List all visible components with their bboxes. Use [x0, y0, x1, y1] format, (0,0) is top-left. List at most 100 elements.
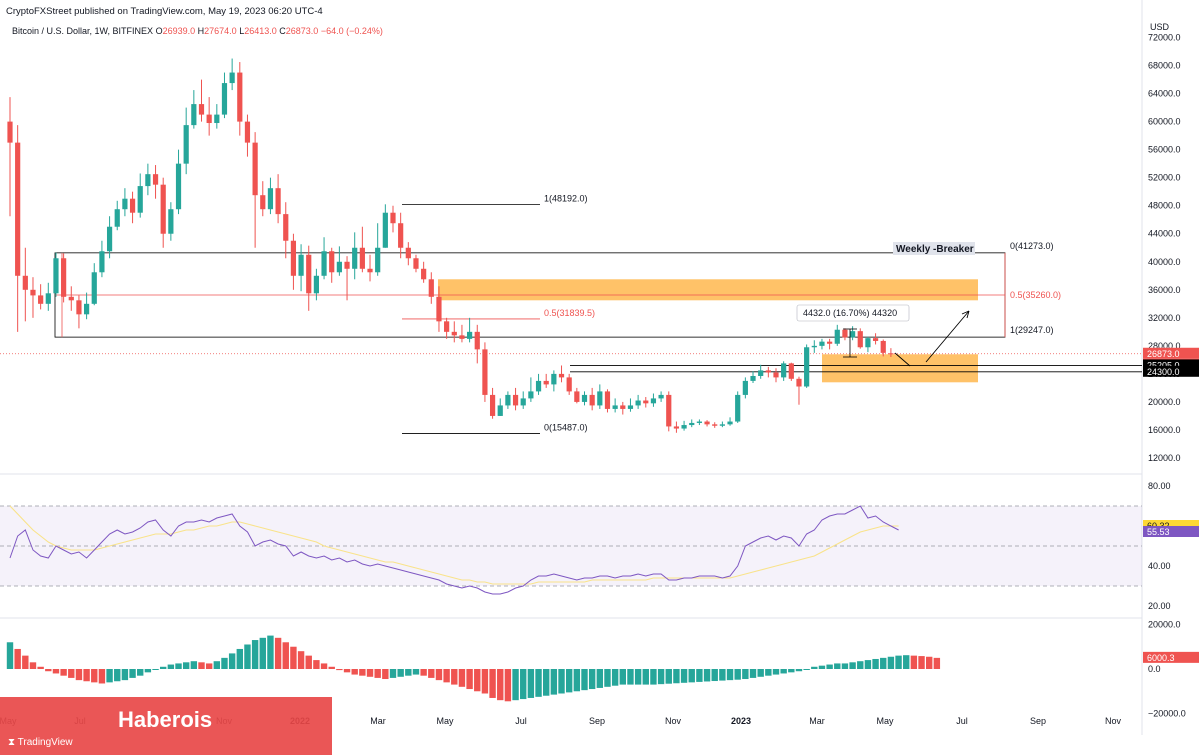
hist-bar [75, 669, 83, 681]
hist-bar [251, 640, 259, 669]
candle-body [436, 296, 442, 322]
change-value: −64.0 (−0.24%) [320, 26, 383, 36]
watermark-name: Haberois [118, 707, 213, 732]
price-tick-label: 52000.0 [1148, 173, 1181, 183]
hist-bar [160, 666, 167, 669]
tradingview-logo: ⧗ TradingView [8, 737, 73, 748]
candle-body [857, 331, 863, 348]
candle-body [689, 422, 695, 426]
hist-bar [527, 669, 535, 698]
hist-bar [619, 669, 626, 685]
time-tick-label: Nov [1105, 716, 1122, 726]
candle-body [145, 174, 151, 187]
candle-body [106, 226, 113, 252]
candle-body [359, 247, 365, 269]
hist-bar [880, 657, 887, 669]
hist-bar [604, 669, 611, 687]
hist-bar [803, 669, 810, 670]
hist-tick-label: −20000.0 [1148, 709, 1186, 719]
hist-bar [474, 669, 481, 692]
candle-body [168, 209, 174, 234]
last-price-tag: 26873.0 [1147, 349, 1180, 359]
projection-arrow-up [925, 310, 970, 363]
candle-body [543, 380, 549, 385]
candle-body [712, 424, 718, 426]
candle-body [467, 331, 473, 339]
price-tick-label: 12000.0 [1148, 453, 1181, 463]
hist-tick-label: 0.0 [1148, 664, 1161, 674]
candle-body [267, 188, 274, 210]
time-tick-label: Sep [589, 716, 605, 726]
hist-bar [734, 669, 741, 680]
candle-body [38, 295, 44, 304]
hist-bar [22, 655, 29, 669]
candle-body [811, 345, 817, 348]
hist-bar [328, 666, 335, 669]
time-tick-label: Jul [956, 716, 968, 726]
hist-bar [512, 669, 519, 701]
hist-bar [634, 669, 642, 685]
candle-body [620, 405, 626, 409]
price-tick-label: 16000.0 [1148, 425, 1181, 435]
hist-bar [359, 669, 366, 676]
candle-body [183, 125, 189, 164]
hist-bar [114, 669, 121, 682]
arrow-head [961, 310, 970, 319]
fib-left-label-1: 1(48192.0) [544, 193, 588, 203]
candle-body [206, 114, 212, 124]
hist-bar [274, 637, 282, 669]
fib-right-label-0: 0(41273.0) [1010, 241, 1054, 251]
candle-body [298, 254, 304, 276]
candle-body [482, 349, 488, 395]
candle-body [22, 275, 28, 290]
candle-body [535, 380, 542, 392]
candle-body [428, 279, 434, 297]
candle-body [413, 258, 419, 269]
candle-body [229, 72, 235, 84]
price-tick-label: 40000.0 [1148, 257, 1181, 267]
candle-body [160, 184, 166, 234]
candle-body [765, 370, 771, 373]
candle-body [175, 163, 182, 210]
candle-body [214, 114, 220, 124]
candle-body [382, 212, 388, 248]
fib-left-label-05: 0.5(31839.5) [544, 308, 595, 318]
hist-bar [887, 656, 895, 669]
price-tick-label: 32000.0 [1148, 313, 1181, 323]
hist-bar [121, 669, 129, 681]
candle-body [612, 405, 618, 409]
candle-body [398, 223, 404, 248]
hist-bar [489, 669, 496, 698]
hist-bar [236, 648, 243, 669]
hist-bar [696, 669, 703, 682]
breaker-annotation-bg [893, 242, 975, 255]
projection-arrow-down [894, 352, 911, 367]
hist-bar [688, 669, 695, 683]
hist-bar [895, 655, 902, 669]
candle-body [865, 338, 871, 348]
hist-bar [83, 669, 90, 682]
hist-bar [520, 669, 527, 700]
candle-body [781, 363, 787, 378]
candle-body [375, 247, 381, 273]
hist-bar [205, 663, 213, 669]
hist-bar [451, 669, 458, 685]
hist-tag-bg [1143, 651, 1199, 663]
candle-body [405, 247, 411, 259]
price-tick-label: 72000.0 [1148, 33, 1181, 43]
hist-bar [282, 642, 289, 669]
candle-body [390, 212, 396, 224]
hist-bar [573, 669, 581, 692]
breaker-zone [438, 279, 978, 301]
candle-body [650, 398, 657, 404]
candle-body [45, 293, 51, 304]
hist-bar [657, 669, 665, 685]
candle-body [643, 400, 649, 404]
hist-bar [45, 669, 52, 672]
price-axis-label: USD [1150, 22, 1170, 32]
hist-bar [466, 669, 473, 690]
level-1-tag-bg [1143, 359, 1199, 371]
candle-body [704, 421, 710, 425]
hist-bar [106, 669, 113, 683]
